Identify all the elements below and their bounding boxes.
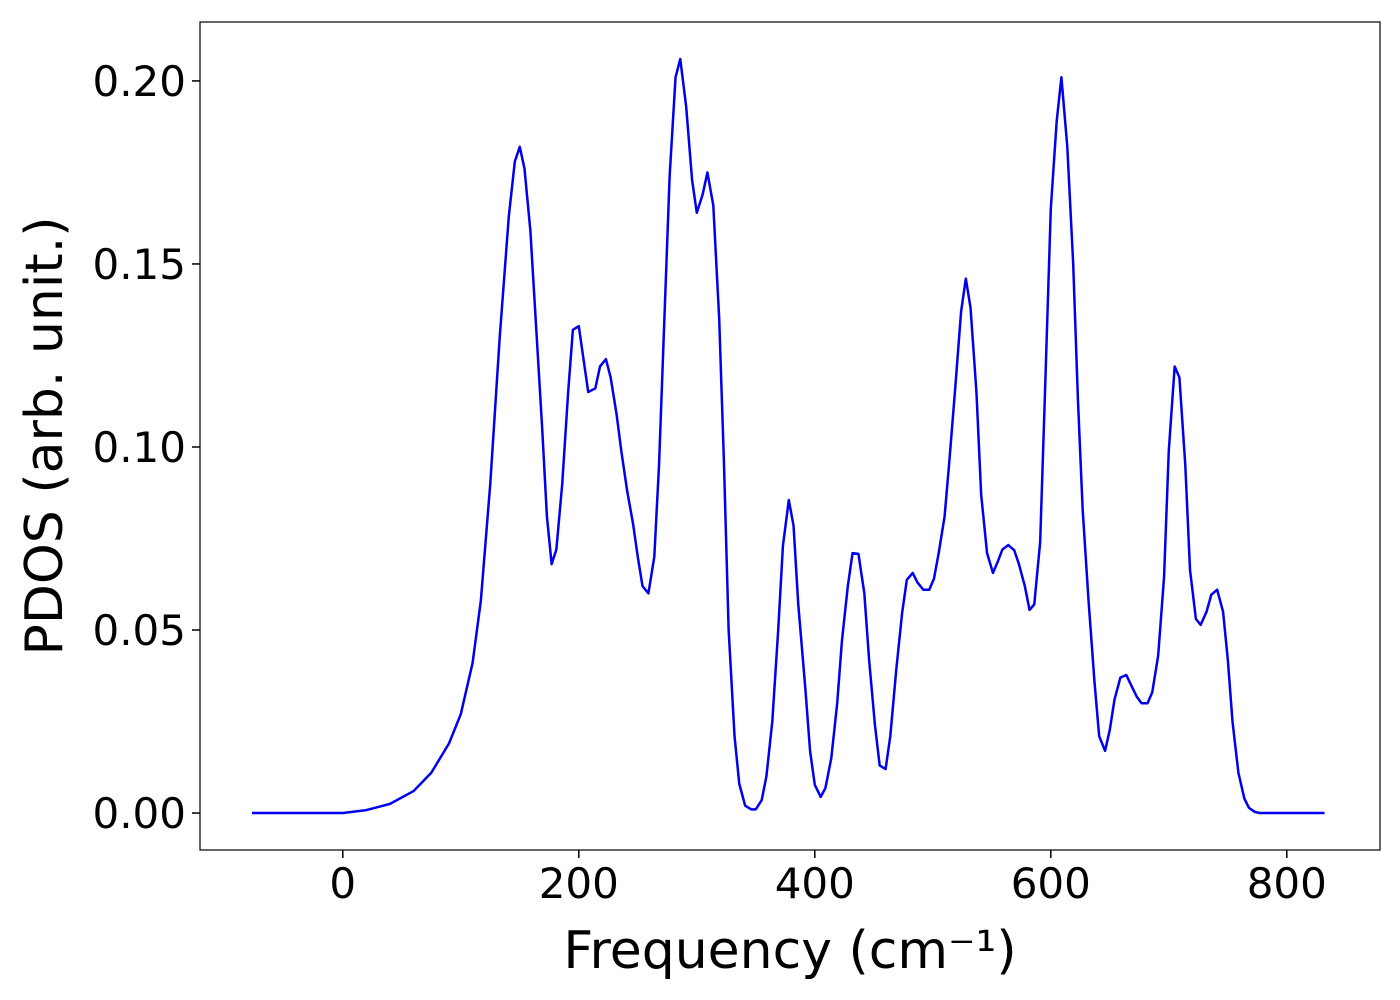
x-tick-label: 800 bbox=[1247, 859, 1327, 908]
y-tick-label: 0.15 bbox=[92, 240, 186, 289]
x-tick-label: 400 bbox=[775, 859, 855, 908]
y-tick-label: 0.10 bbox=[92, 423, 186, 472]
data-line bbox=[251, 57, 1325, 815]
x-tick-label: 200 bbox=[539, 859, 619, 908]
y-tick-label: 0.20 bbox=[92, 57, 186, 106]
y-tick-label: 0.00 bbox=[92, 789, 186, 838]
x-tick-label: 600 bbox=[1011, 859, 1091, 908]
y-tick-label: 0.05 bbox=[92, 606, 186, 655]
y-axis-label: PDOS (arb. unit.) bbox=[15, 216, 75, 655]
x-axis-label: Frequency (cm⁻¹) bbox=[563, 921, 1016, 981]
plot-frame bbox=[199, 21, 1381, 851]
x-tick-label: 0 bbox=[329, 859, 356, 908]
